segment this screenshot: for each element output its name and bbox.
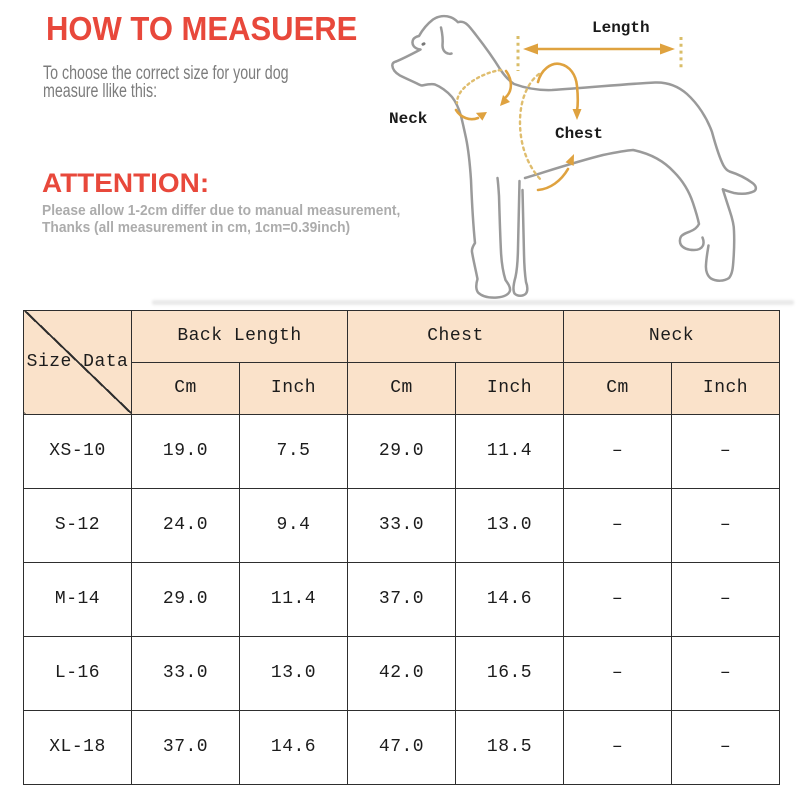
svg-text:Length: Length <box>592 19 650 37</box>
svg-text:Chest: Chest <box>555 125 603 143</box>
svg-text:Neck: Neck <box>389 110 428 128</box>
